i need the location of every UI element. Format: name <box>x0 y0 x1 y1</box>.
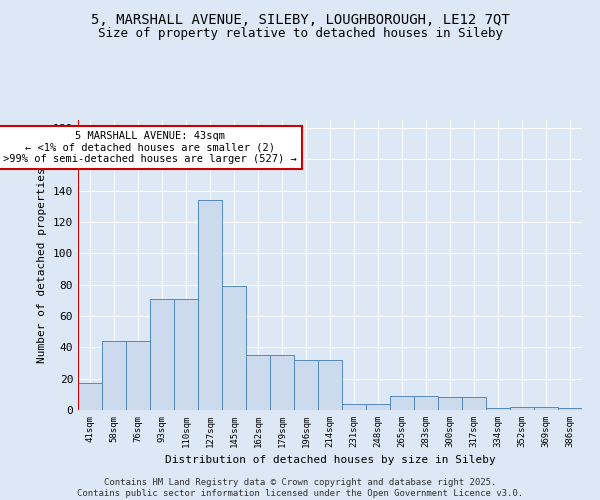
Bar <box>558 408 582 410</box>
Bar <box>198 200 222 410</box>
Bar <box>78 384 102 410</box>
Bar <box>150 298 174 410</box>
Bar <box>414 396 438 410</box>
Bar <box>534 407 558 410</box>
Bar <box>270 355 294 410</box>
Y-axis label: Number of detached properties: Number of detached properties <box>37 167 47 363</box>
Bar <box>462 398 486 410</box>
Bar <box>222 286 246 410</box>
Text: 5, MARSHALL AVENUE, SILEBY, LOUGHBOROUGH, LE12 7QT: 5, MARSHALL AVENUE, SILEBY, LOUGHBOROUGH… <box>91 12 509 26</box>
Text: Size of property relative to detached houses in Sileby: Size of property relative to detached ho… <box>97 28 503 40</box>
Text: 5 MARSHALL AVENUE: 43sqm
← <1% of detached houses are smaller (2)
>99% of semi-d: 5 MARSHALL AVENUE: 43sqm ← <1% of detach… <box>3 131 297 164</box>
Bar <box>438 398 462 410</box>
Bar <box>486 408 510 410</box>
Bar <box>342 404 366 410</box>
Bar <box>102 341 126 410</box>
Bar <box>390 396 414 410</box>
Bar <box>510 407 534 410</box>
Bar <box>246 355 270 410</box>
Bar <box>174 298 198 410</box>
Text: Contains HM Land Registry data © Crown copyright and database right 2025.
Contai: Contains HM Land Registry data © Crown c… <box>77 478 523 498</box>
Bar <box>318 360 342 410</box>
Bar <box>366 404 390 410</box>
Bar <box>126 341 150 410</box>
Bar <box>294 360 318 410</box>
X-axis label: Distribution of detached houses by size in Sileby: Distribution of detached houses by size … <box>164 456 496 466</box>
